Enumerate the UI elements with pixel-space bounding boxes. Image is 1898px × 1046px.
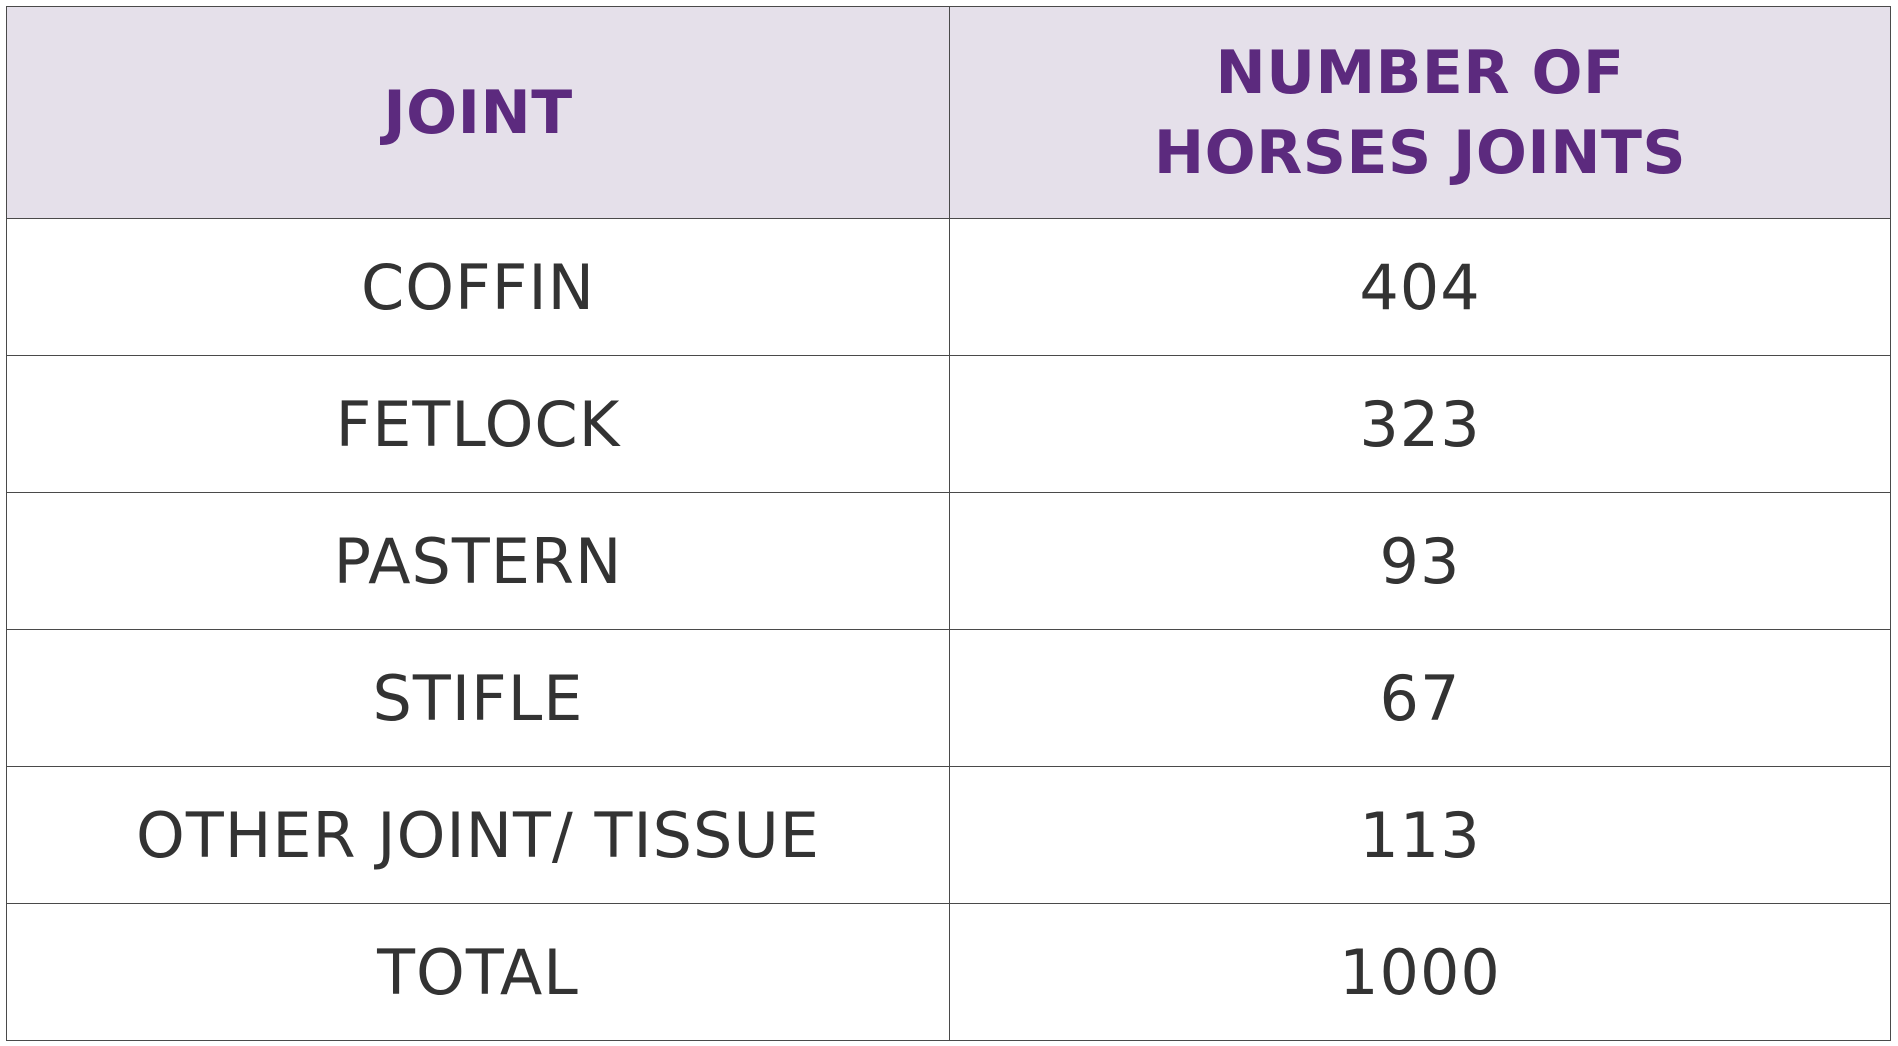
- count-cell: 113: [949, 766, 1891, 904]
- count-cell: 67: [949, 629, 1891, 767]
- table-row: OTHER JOINT/ TISSUE 113: [6, 766, 1891, 904]
- table-row: FETLOCK 323: [6, 355, 1891, 493]
- table-body: COFFIN 404 FETLOCK 323 PASTERN 93 STIFLE…: [6, 218, 1891, 1041]
- header-count-line-1: NUMBER OF: [1215, 37, 1625, 108]
- table-row: STIFLE 67: [6, 629, 1891, 767]
- count-cell: 323: [949, 355, 1891, 493]
- count-cell: 1000: [949, 903, 1891, 1041]
- header-number-of-horses-joints: NUMBER OF HORSES JOINTS: [949, 6, 1891, 219]
- table-header: JOINT NUMBER OF HORSES JOINTS: [6, 6, 1891, 219]
- joint-cell: PASTERN: [6, 492, 950, 630]
- joint-cell: TOTAL: [6, 903, 950, 1041]
- joint-cell: STIFLE: [6, 629, 950, 767]
- count-cell: 404: [949, 218, 1891, 356]
- table-row-total: TOTAL 1000: [6, 903, 1891, 1041]
- header-joint: JOINT: [6, 6, 950, 219]
- header-count-line-2: HORSES JOINTS: [1153, 117, 1687, 188]
- table-container: JOINT NUMBER OF HORSES JOINTS COFFIN 404…: [6, 6, 1891, 1041]
- joint-cell: OTHER JOINT/ TISSUE: [6, 766, 950, 904]
- header-joint-label: JOINT: [383, 77, 573, 148]
- joints-table: JOINT NUMBER OF HORSES JOINTS COFFIN 404…: [6, 6, 1891, 1041]
- joint-cell: FETLOCK: [6, 355, 950, 493]
- table-row: PASTERN 93: [6, 492, 1891, 630]
- header-row: JOINT NUMBER OF HORSES JOINTS: [6, 6, 1891, 219]
- count-cell: 93: [949, 492, 1891, 630]
- table-row: COFFIN 404: [6, 218, 1891, 356]
- joint-cell: COFFIN: [6, 218, 950, 356]
